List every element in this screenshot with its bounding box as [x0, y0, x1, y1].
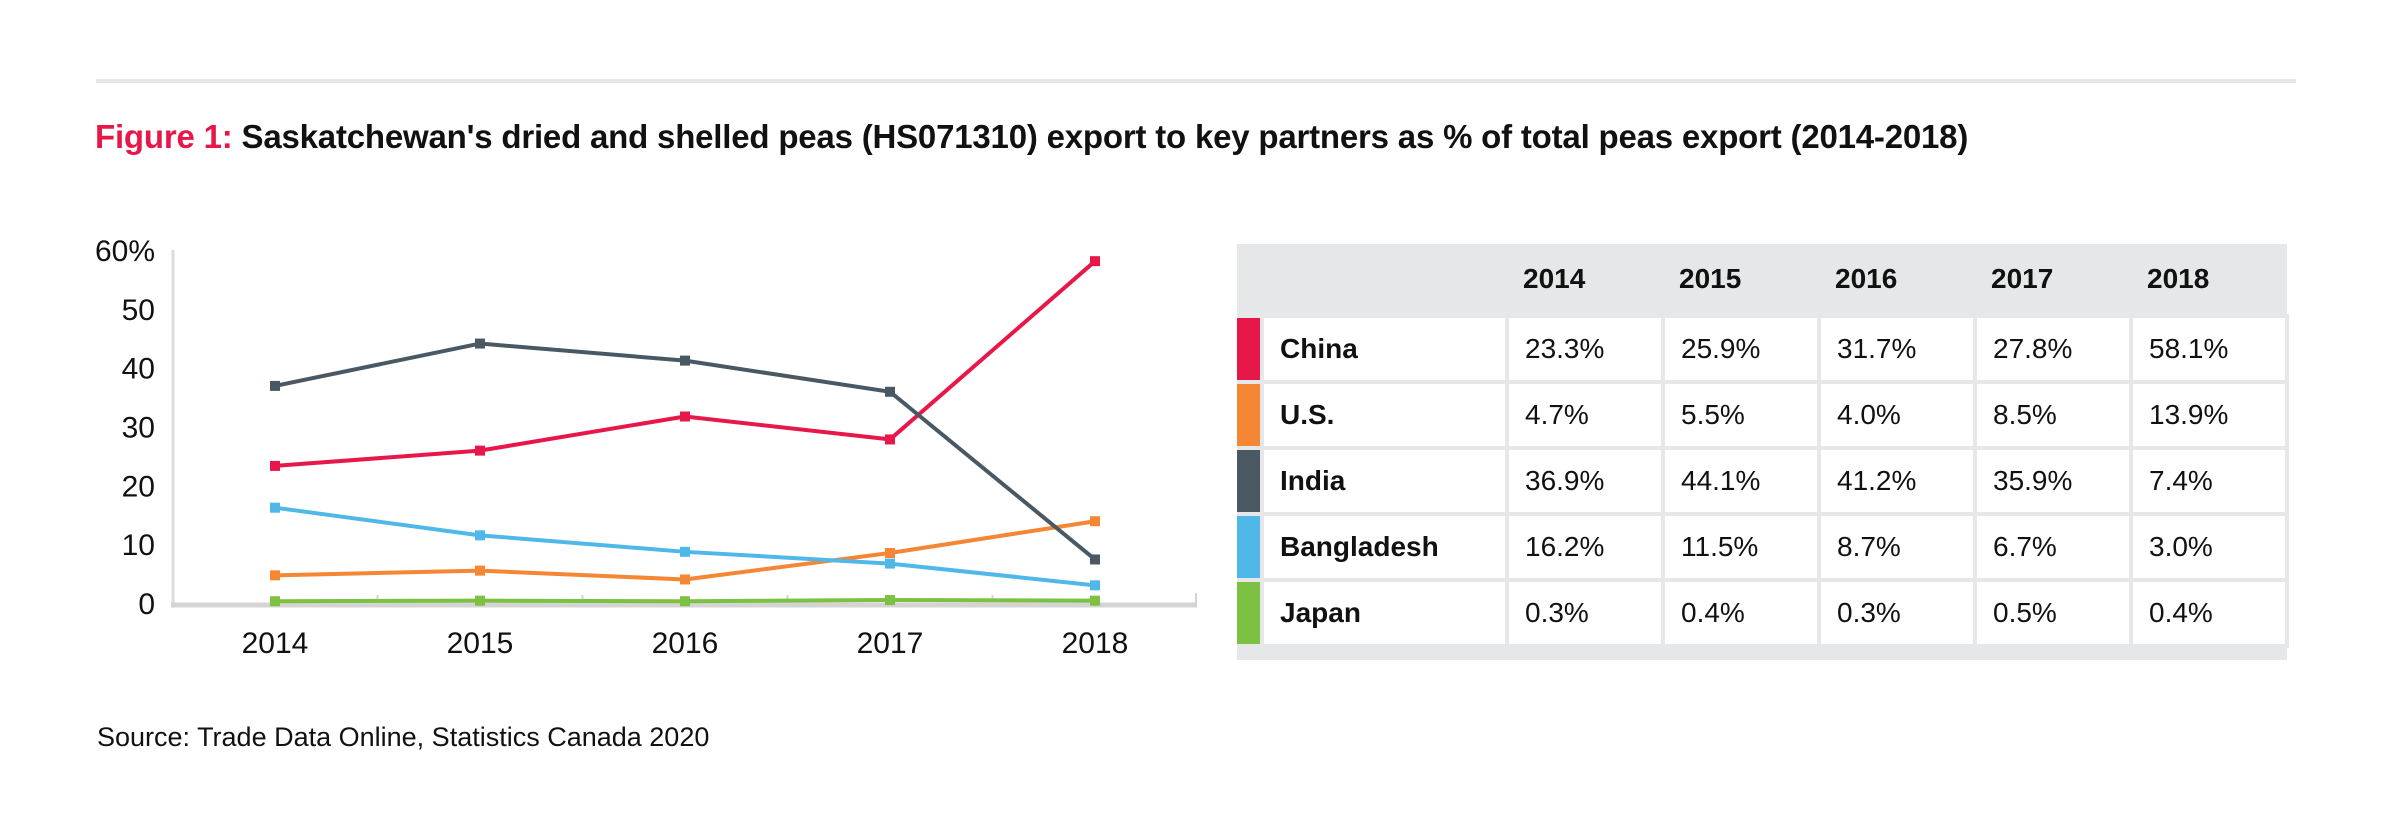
series-color-swatch — [1237, 578, 1264, 648]
data-point-marker — [885, 558, 895, 569]
y-tick-label: 0 — [138, 588, 155, 621]
data-point-marker — [1090, 580, 1100, 591]
table-cell: 0.4% — [2129, 578, 2289, 648]
table-cell: 8.7% — [1817, 512, 1977, 582]
line-chart: 0 10 20 30 40 50 60% 2014 2015 2016 2017 2018 — [95, 235, 1197, 660]
header-year: 2014 — [1507, 244, 1663, 316]
data-point-marker — [885, 386, 895, 397]
data-point-marker — [680, 355, 690, 366]
data-point-marker — [1090, 554, 1100, 565]
table-cell: 6.7% — [1973, 512, 2133, 582]
series-color-swatch — [1237, 314, 1264, 384]
table-cell: 58.1% — [2129, 314, 2289, 384]
data-point-marker — [1090, 256, 1100, 267]
header-year: 2015 — [1663, 244, 1819, 316]
x-tick-label: 2018 — [1062, 627, 1129, 660]
row-label: China — [1262, 314, 1509, 384]
data-point-marker — [680, 411, 690, 422]
table-cell: 4.0% — [1817, 380, 1977, 450]
row-label: India — [1262, 446, 1509, 516]
table-cell: 23.3% — [1505, 314, 1665, 384]
header-empty — [1237, 244, 1507, 316]
table-cell: 16.2% — [1505, 512, 1665, 582]
table-footer-strip — [1237, 646, 2287, 660]
data-point-marker — [270, 380, 280, 391]
source-note: Source: Trade Data Online, Statistics Ca… — [97, 722, 710, 752]
table-cell: 13.9% — [2129, 380, 2289, 450]
table-row: Japan 0.3% 0.4% 0.3% 0.5% 0.4% — [1237, 578, 2289, 648]
data-point-marker — [680, 596, 690, 607]
data-point-marker — [475, 595, 485, 606]
data-point-marker — [885, 547, 895, 558]
data-point-marker — [680, 574, 690, 585]
table-cell: 0.4% — [1661, 578, 1821, 648]
y-tick-label: 60% — [95, 235, 155, 268]
table-row: Bangladesh 16.2% 11.5% 8.7% 6.7% 3.0% — [1237, 512, 2289, 582]
row-label: U.S. — [1262, 380, 1509, 450]
table-cell: 8.5% — [1973, 380, 2133, 450]
x-tick-label: 2016 — [652, 627, 719, 660]
table-cell: 36.9% — [1505, 446, 1665, 516]
table-cell: 11.5% — [1661, 512, 1821, 582]
data-point-marker — [270, 596, 280, 607]
row-label: Japan — [1262, 578, 1509, 648]
x-tick-label: 2015 — [447, 627, 514, 660]
data-point-marker — [475, 445, 485, 456]
x-tick-label: 2017 — [857, 627, 924, 660]
series-color-swatch — [1237, 512, 1264, 582]
data-point-marker — [680, 546, 690, 557]
table-cell: 0.5% — [1973, 578, 2133, 648]
table-cell: 44.1% — [1661, 446, 1821, 516]
y-tick-label: 20 — [122, 470, 155, 503]
header-year: 2018 — [2131, 244, 2287, 316]
data-point-marker — [270, 502, 280, 513]
data-point-marker — [885, 595, 895, 606]
data-point-marker — [475, 565, 485, 576]
table-cell: 7.4% — [2129, 446, 2289, 516]
data-table: 2014 2015 2016 2017 2018 China 23.3% 25.9%… — [1237, 244, 2289, 660]
series-line-india — [274, 341, 1097, 562]
footer-cell — [1237, 646, 2287, 660]
table-row: China 23.3% 25.9% 31.7% 27.8% 58.1% — [1237, 314, 2289, 384]
data-point-marker — [475, 338, 485, 349]
table-cell: 41.2% — [1817, 446, 1977, 516]
y-tick-label: 30 — [122, 412, 155, 445]
data-point-marker — [1090, 516, 1100, 527]
table-cell: 35.9% — [1973, 446, 2133, 516]
table-header-row: 2014 2015 2016 2017 2018 — [1237, 244, 2287, 316]
header-year: 2017 — [1975, 244, 2131, 316]
header-year: 2016 — [1819, 244, 1975, 316]
table-row: India 36.9% 44.1% 41.2% 35.9% 7.4% — [1237, 446, 2289, 516]
y-tick-label: 50 — [122, 294, 155, 327]
table-cell: 5.5% — [1661, 380, 1821, 450]
row-label: Bangladesh — [1262, 512, 1509, 582]
figure-title-text: Saskatchewan's dried and shelled peas (H… — [241, 118, 1969, 155]
series-color-swatch — [1237, 380, 1264, 450]
figure-title: Figure 1: Saskatchewan's dried and shell… — [95, 118, 1968, 156]
table-cell: 0.3% — [1505, 578, 1665, 648]
table-cell: 27.8% — [1973, 314, 2133, 384]
table-cell: 4.7% — [1505, 380, 1665, 450]
y-tick-label: 40 — [122, 353, 155, 386]
y-tick-label: 10 — [122, 529, 155, 562]
data-point-marker — [270, 460, 280, 471]
x-tick-label: 2014 — [242, 627, 309, 660]
data-point-marker — [475, 530, 485, 541]
table-cell: 3.0% — [2129, 512, 2289, 582]
title-separator: : — [221, 118, 242, 155]
table-cell: 31.7% — [1817, 314, 1977, 384]
top-divider — [96, 79, 2296, 83]
data-point-marker — [1090, 595, 1100, 606]
data-point-marker — [270, 570, 280, 581]
series-color-swatch — [1237, 446, 1264, 516]
table-cell: 0.3% — [1817, 578, 1977, 648]
table-row: U.S. 4.7% 5.5% 4.0% 8.5% 13.9% — [1237, 380, 2289, 450]
figure-number: Figure 1 — [95, 118, 222, 155]
data-point-marker — [885, 434, 895, 445]
table-cell: 25.9% — [1661, 314, 1821, 384]
